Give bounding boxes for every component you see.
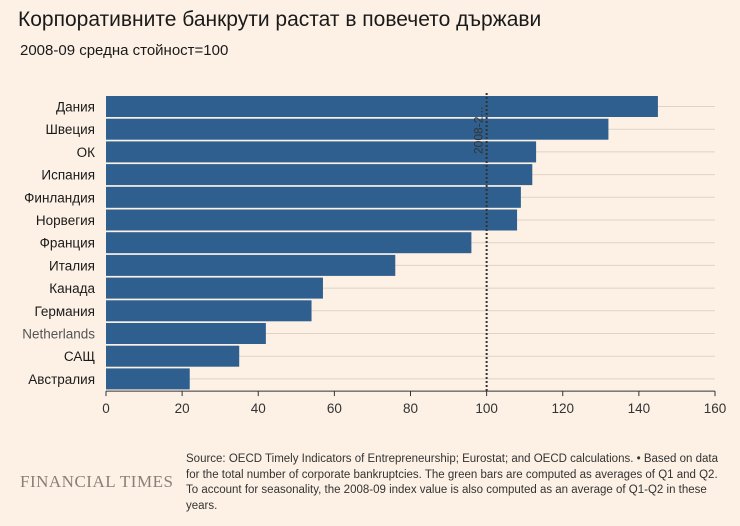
- source-note: Source: OECD Timely Indicators of Entrep…: [186, 453, 719, 512]
- reference-line-label: 2008-2...: [472, 107, 486, 154]
- ft-logo: FINANCIAL TIMES: [20, 472, 174, 491]
- x-tick-label: 0: [102, 401, 110, 416]
- chart-subtitle: 2008-09 средна стойност=100: [20, 42, 229, 59]
- bar: [106, 254, 396, 276]
- x-tick-label: 80: [403, 401, 418, 416]
- category-label: Испания: [41, 168, 95, 183]
- category-label: Netherlands: [22, 327, 95, 342]
- chart-title: Корпоративните банкрути растат в повечет…: [18, 8, 542, 31]
- x-tick-label: 140: [628, 401, 651, 416]
- category-label: Германия: [34, 304, 95, 319]
- x-tick-label: 100: [475, 401, 498, 416]
- x-tick-label: 60: [327, 401, 342, 416]
- category-label: Австралия: [28, 372, 95, 387]
- category-label: Франция: [40, 236, 95, 251]
- category-label: САЩ: [64, 349, 95, 364]
- category-label: ОК: [77, 145, 96, 160]
- bar-chart: Дания Швеция ОК Испания Финландия Норвегия Фра…: [22, 93, 727, 416]
- x-tick-label: 120: [551, 401, 574, 416]
- bar: [106, 277, 323, 299]
- bar: [106, 368, 190, 390]
- bar: [106, 323, 266, 344]
- bar: [106, 209, 518, 231]
- bar: [106, 186, 521, 208]
- category-label: Италия: [49, 258, 95, 273]
- category-label: Норвегия: [36, 213, 95, 228]
- category-label: Финландия: [24, 190, 95, 205]
- bar: [106, 164, 533, 186]
- bar: [106, 345, 240, 367]
- x-tick-label: 160: [704, 401, 727, 416]
- x-tick-label: 20: [175, 401, 190, 416]
- category-label: Дания: [56, 100, 95, 115]
- category-label: Канада: [49, 281, 95, 296]
- bar: [106, 96, 658, 117]
- bar: [106, 300, 312, 322]
- bar: [106, 118, 609, 140]
- bar: [106, 232, 472, 254]
- category-label: Швеция: [46, 122, 96, 137]
- bar: [106, 141, 537, 163]
- x-tick-label: 40: [251, 401, 266, 416]
